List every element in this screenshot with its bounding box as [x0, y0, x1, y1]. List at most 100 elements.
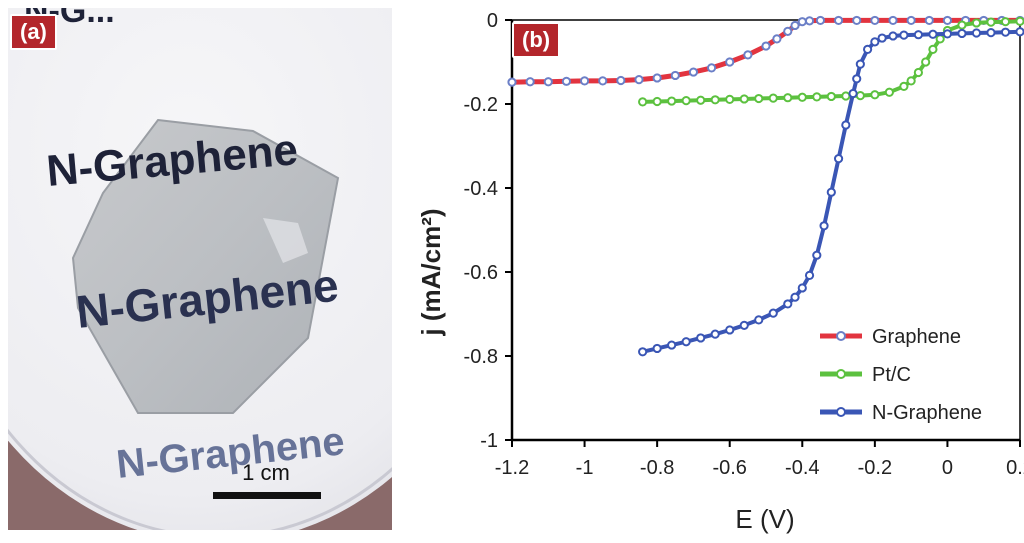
data-point-n-graphene — [841, 120, 851, 130]
series-pt-c — [638, 16, 1024, 107]
legend-label-graphene: Graphene — [872, 326, 961, 348]
legend-marker-n-graphene — [836, 407, 846, 417]
data-point-pt-c — [913, 67, 923, 78]
data-point-pt-c — [667, 96, 677, 106]
data-point-n-graphene — [812, 250, 822, 260]
data-point-graphene — [888, 15, 898, 26]
data-point-pt-c — [754, 93, 764, 104]
data-point-graphene — [804, 16, 815, 26]
data-point-n-graphene — [833, 154, 844, 164]
data-point-pt-c — [826, 91, 836, 102]
x-tick-label: -1 — [576, 457, 594, 479]
data-point-n-graphene — [971, 28, 982, 38]
data-point-pt-c — [783, 93, 793, 103]
data-point-n-graphene — [913, 30, 923, 40]
data-point-n-graphene — [652, 343, 662, 354]
y-axis-title: j (mA/cm²) — [420, 208, 446, 336]
data-point-graphene — [579, 76, 590, 86]
data-point-n-graphene — [852, 74, 862, 84]
data-point-n-graphene — [819, 221, 829, 231]
data-point-n-graphene — [1000, 27, 1011, 37]
data-point-n-graphene — [754, 315, 764, 325]
data-point-graphene — [598, 76, 608, 86]
chart-svg: -1.2 -1 -0.8 -0.6 -0.4 -0.2 0 0.2 0 -0.2 -0.4 -0.6 -… — [416, 10, 1024, 534]
data-point-n-graphene — [667, 340, 677, 350]
data-point-graphene — [790, 20, 800, 31]
y-tick-label: 0 — [487, 10, 498, 32]
data-point-graphene — [852, 15, 862, 26]
data-point-pt-c — [855, 91, 865, 101]
data-point-pt-c — [957, 20, 967, 30]
data-point-graphene — [743, 50, 753, 60]
x-tick-label: -0.8 — [640, 457, 674, 479]
data-point-pt-c — [906, 76, 916, 86]
legend-marker-pt-c — [836, 369, 846, 379]
x-tick-label: 0.2 — [1006, 457, 1024, 479]
data-point-pt-c — [681, 96, 691, 106]
data-point-pt-c — [971, 18, 982, 28]
data-point-pt-c — [870, 90, 880, 100]
data-point-graphene — [543, 77, 553, 87]
data-point-n-graphene — [899, 30, 909, 40]
data-point-n-graphene — [928, 29, 938, 39]
data-point-pt-c — [986, 17, 996, 27]
data-point-graphene — [525, 77, 535, 87]
data-point-pt-c — [899, 81, 909, 91]
data-point-pt-c — [928, 44, 938, 55]
x-tick-label: -0.4 — [785, 457, 819, 479]
data-point-pt-c — [921, 57, 931, 67]
data-point-graphene — [815, 15, 826, 26]
data-point-n-graphene — [1015, 27, 1024, 37]
y-tick-label: -1 — [480, 430, 498, 452]
legend: Graphene Pt/C N-Graphene — [820, 326, 982, 424]
axes-layer: -1.2 -1 -0.8 -0.6 -0.4 -0.2 0 0.2 0 -0.2 -0.4 -0.6 -… — [464, 10, 1024, 479]
data-point-n-graphene — [783, 299, 793, 309]
data-point-n-graphene — [986, 27, 996, 38]
graphene-film — [71, 118, 340, 414]
data-point-pt-c — [696, 95, 706, 105]
data-point-pt-c — [1015, 16, 1024, 26]
data-point-n-graphene — [863, 44, 873, 55]
data-point-graphene — [688, 67, 699, 77]
series-n-graphene — [638, 27, 1024, 357]
x-tick-label: -0.6 — [712, 457, 746, 479]
data-point-graphene — [507, 77, 517, 87]
data-point-n-graphene — [942, 29, 953, 39]
data-point-graphene — [783, 26, 793, 36]
scale-bar — [213, 492, 321, 499]
y-tick-label: -0.8 — [464, 346, 498, 368]
data-point-n-graphene — [870, 37, 880, 47]
x-axis-title: E (V) — [735, 504, 794, 534]
data-point-n-graphene — [877, 33, 887, 43]
data-point-graphene — [670, 70, 680, 81]
data-point-n-graphene — [957, 28, 967, 39]
data-point-graphene — [706, 63, 717, 73]
data-point-n-graphene — [681, 337, 691, 347]
polarization-chart: -1.2 -1 -0.8 -0.6 -0.4 -0.2 0 0.2 0 -0.2 -0.4 -0.6 -… — [416, 0, 1024, 538]
data-point-pt-c — [652, 96, 662, 107]
scale-bar-label: 1 cm — [242, 460, 290, 485]
legend-label-pt-c: Pt/C — [872, 364, 911, 386]
panel-a-label: (a) — [10, 14, 57, 50]
data-point-graphene — [833, 15, 844, 26]
data-point-graphene — [725, 57, 735, 67]
series-graphene — [507, 15, 1024, 87]
film-tear — [263, 218, 308, 263]
data-point-n-graphene — [710, 329, 720, 339]
x-tick-label: 0 — [942, 457, 953, 479]
data-point-n-graphene — [696, 333, 706, 343]
data-point-pt-c — [710, 95, 720, 105]
sample-photo: N-G... N-Graphene N-Graphene N-Graphene … — [8, 8, 392, 530]
data-point-graphene — [924, 15, 934, 26]
data-point-pt-c — [739, 94, 749, 104]
data-point-pt-c — [884, 87, 894, 97]
data-point-n-graphene — [797, 283, 807, 293]
data-point-graphene — [634, 75, 644, 85]
data-point-n-graphene — [826, 187, 836, 197]
data-point-n-graphene — [725, 325, 735, 335]
data-point-pt-c — [1000, 17, 1011, 27]
data-point-pt-c — [812, 92, 822, 102]
data-point-graphene — [772, 34, 782, 44]
panel-b-label: (b) — [512, 22, 561, 58]
data-point-graphene — [906, 15, 916, 26]
